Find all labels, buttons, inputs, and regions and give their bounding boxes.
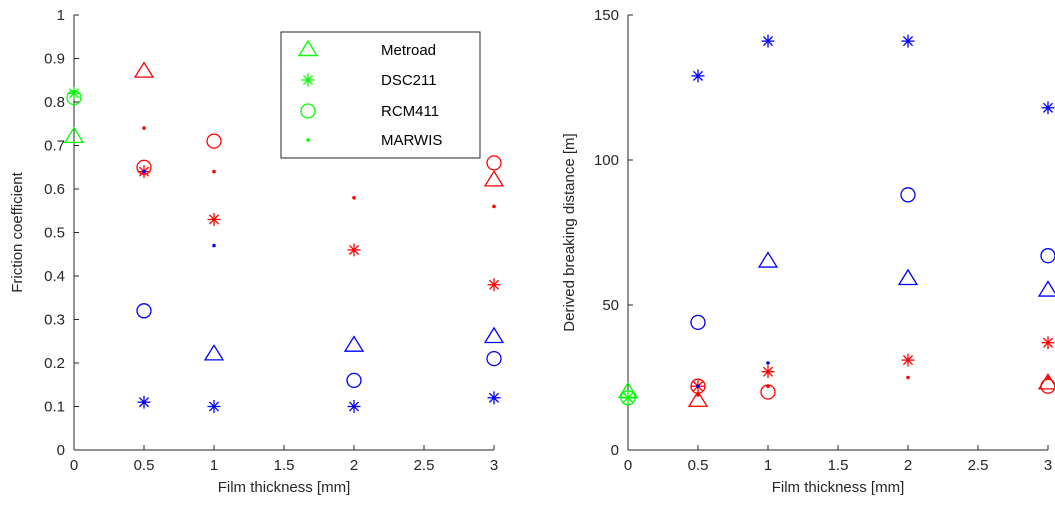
friction-point-asterisk	[487, 278, 501, 292]
legend-marker-dot	[306, 138, 310, 142]
friction-point-circle	[136, 303, 152, 319]
distance-x-tick-label: 2	[904, 457, 912, 474]
friction-point-triangle	[203, 344, 225, 361]
friction-panel: 0 0.5 1 1.5 2 2.5 3 0 0.1 0.2 0.3 0.4 0.5 0.6 0.7 0.8 0.…	[9, 7, 505, 496]
friction-y-tick-label: 0.6	[44, 181, 65, 198]
friction-point-circle	[206, 133, 222, 149]
distance-x-tick-label: 0.5	[688, 457, 709, 474]
distance-point-asterisk	[901, 34, 915, 48]
distance-point-circle	[620, 390, 636, 406]
legend-marker-circle	[300, 103, 316, 119]
distance-x-tick-label: 3	[1044, 457, 1052, 474]
friction-x-tick-label: 0.5	[134, 457, 155, 474]
distance-x-axis-label: Film thickness [mm]	[772, 479, 905, 496]
distance-point-dot	[766, 384, 770, 389]
friction-point-triangle	[483, 326, 505, 344]
friction-point-dot	[352, 195, 356, 200]
distance-x-tick-label: 1.5	[828, 457, 849, 474]
distance-point-circle	[1040, 248, 1055, 264]
friction-x-tick-label: 1.5	[274, 457, 295, 474]
distance-y-tick-label: 100	[594, 152, 619, 169]
distance-point-dot	[696, 384, 700, 389]
friction-point-asterisk	[347, 400, 361, 413]
friction-y-tick-label: 0.7	[44, 138, 65, 155]
friction-point-asterisk	[67, 86, 81, 100]
friction-point-dot	[142, 169, 146, 174]
friction-point-triangle	[133, 61, 155, 78]
friction-y-tick-label: 0.4	[44, 268, 65, 285]
distance-point-triangle	[897, 268, 919, 286]
friction-y-tick-label: 0.5	[44, 225, 65, 242]
friction-y-tick-label: 0.2	[44, 355, 65, 372]
distance-point-triangle	[687, 390, 709, 407]
friction-x-axis-label: Film thickness [mm]	[218, 479, 351, 496]
distance-y-tick-label: 150	[594, 7, 619, 24]
friction-y-tick-label: 0	[57, 442, 65, 459]
friction-point-dot	[492, 204, 496, 209]
friction-point-circle	[346, 372, 362, 389]
distance-point-circle	[900, 187, 916, 203]
distance-point-triangle	[1037, 280, 1055, 297]
distance-point-asterisk	[761, 34, 775, 48]
friction-point-asterisk	[487, 391, 501, 405]
distance-point-circle	[1040, 378, 1055, 394]
friction-y-tick-label: 0.1	[44, 399, 65, 416]
distance-point-asterisk	[1041, 336, 1055, 350]
breaking-distance-panel: 0 0.5 1 1.5 2 2.5 3 0 50 100 150 Film thickness [mm…	[561, 7, 1055, 496]
distance-point-dot	[766, 361, 770, 365]
distance-x-tick-label: 2.5	[968, 457, 989, 474]
friction-point-circle	[66, 90, 82, 106]
friction-x-tick-label: 3	[490, 457, 498, 474]
distance-point-circle	[690, 314, 706, 331]
distance-point-dot	[696, 393, 700, 397]
legend-label: DSC211	[381, 72, 437, 89]
legend: Metroad DSC211 RCM411 MARWIS	[280, 31, 481, 159]
distance-point-asterisk	[621, 391, 635, 405]
distance-point-asterisk	[901, 353, 915, 367]
friction-point-triangle	[63, 126, 85, 144]
friction-point-asterisk	[347, 243, 361, 257]
friction-y-tick-label: 0.9	[44, 51, 65, 68]
friction-y-tick-label: 0.3	[44, 312, 65, 329]
distance-y-tick-label: 0	[611, 442, 619, 459]
friction-point-dot	[142, 126, 146, 130]
legend-label: MARWIS	[381, 132, 442, 149]
friction-y-tick-label: 1	[57, 7, 65, 24]
friction-point-dot	[212, 243, 216, 248]
friction-point-asterisk	[207, 212, 221, 226]
friction-point-circle	[486, 350, 502, 367]
distance-y-tick-label: 50	[602, 297, 619, 314]
friction-point-dot	[212, 169, 216, 174]
distance-point-dot	[906, 375, 910, 380]
distance-point-asterisk	[691, 69, 705, 83]
distance-point-asterisk	[1041, 101, 1055, 115]
friction-y-tick-label: 0.8	[44, 94, 65, 111]
legend-marker-triangle	[297, 39, 319, 57]
friction-point-asterisk	[207, 400, 221, 413]
friction-x-tick-label: 1	[210, 457, 218, 474]
distance-point-asterisk	[761, 365, 775, 379]
friction-x-tick-label: 2.5	[414, 457, 435, 474]
distance-x-tick-label: 0	[624, 457, 632, 474]
distance-point-triangle	[757, 251, 779, 268]
distance-y-axis-label: Derived breaking distance [m]	[561, 133, 578, 331]
friction-point-circle	[136, 159, 152, 175]
friction-x-tick-label: 0	[70, 457, 78, 474]
distance-x-tick-label: 1	[764, 457, 772, 474]
friction-point-circle	[486, 155, 502, 171]
friction-point-triangle	[483, 170, 505, 187]
legend-marker-asterisk	[301, 73, 315, 87]
legend-label: Metroad	[381, 42, 436, 59]
legend-label: RCM411	[381, 103, 439, 120]
friction-x-tick-label: 2	[350, 457, 358, 474]
friction-point-asterisk	[137, 395, 151, 409]
distance-point-dot	[1046, 375, 1050, 380]
friction-point-triangle	[343, 335, 365, 352]
legend-box	[280, 31, 481, 159]
friction-y-axis-label: Friction coefficient	[9, 171, 26, 292]
